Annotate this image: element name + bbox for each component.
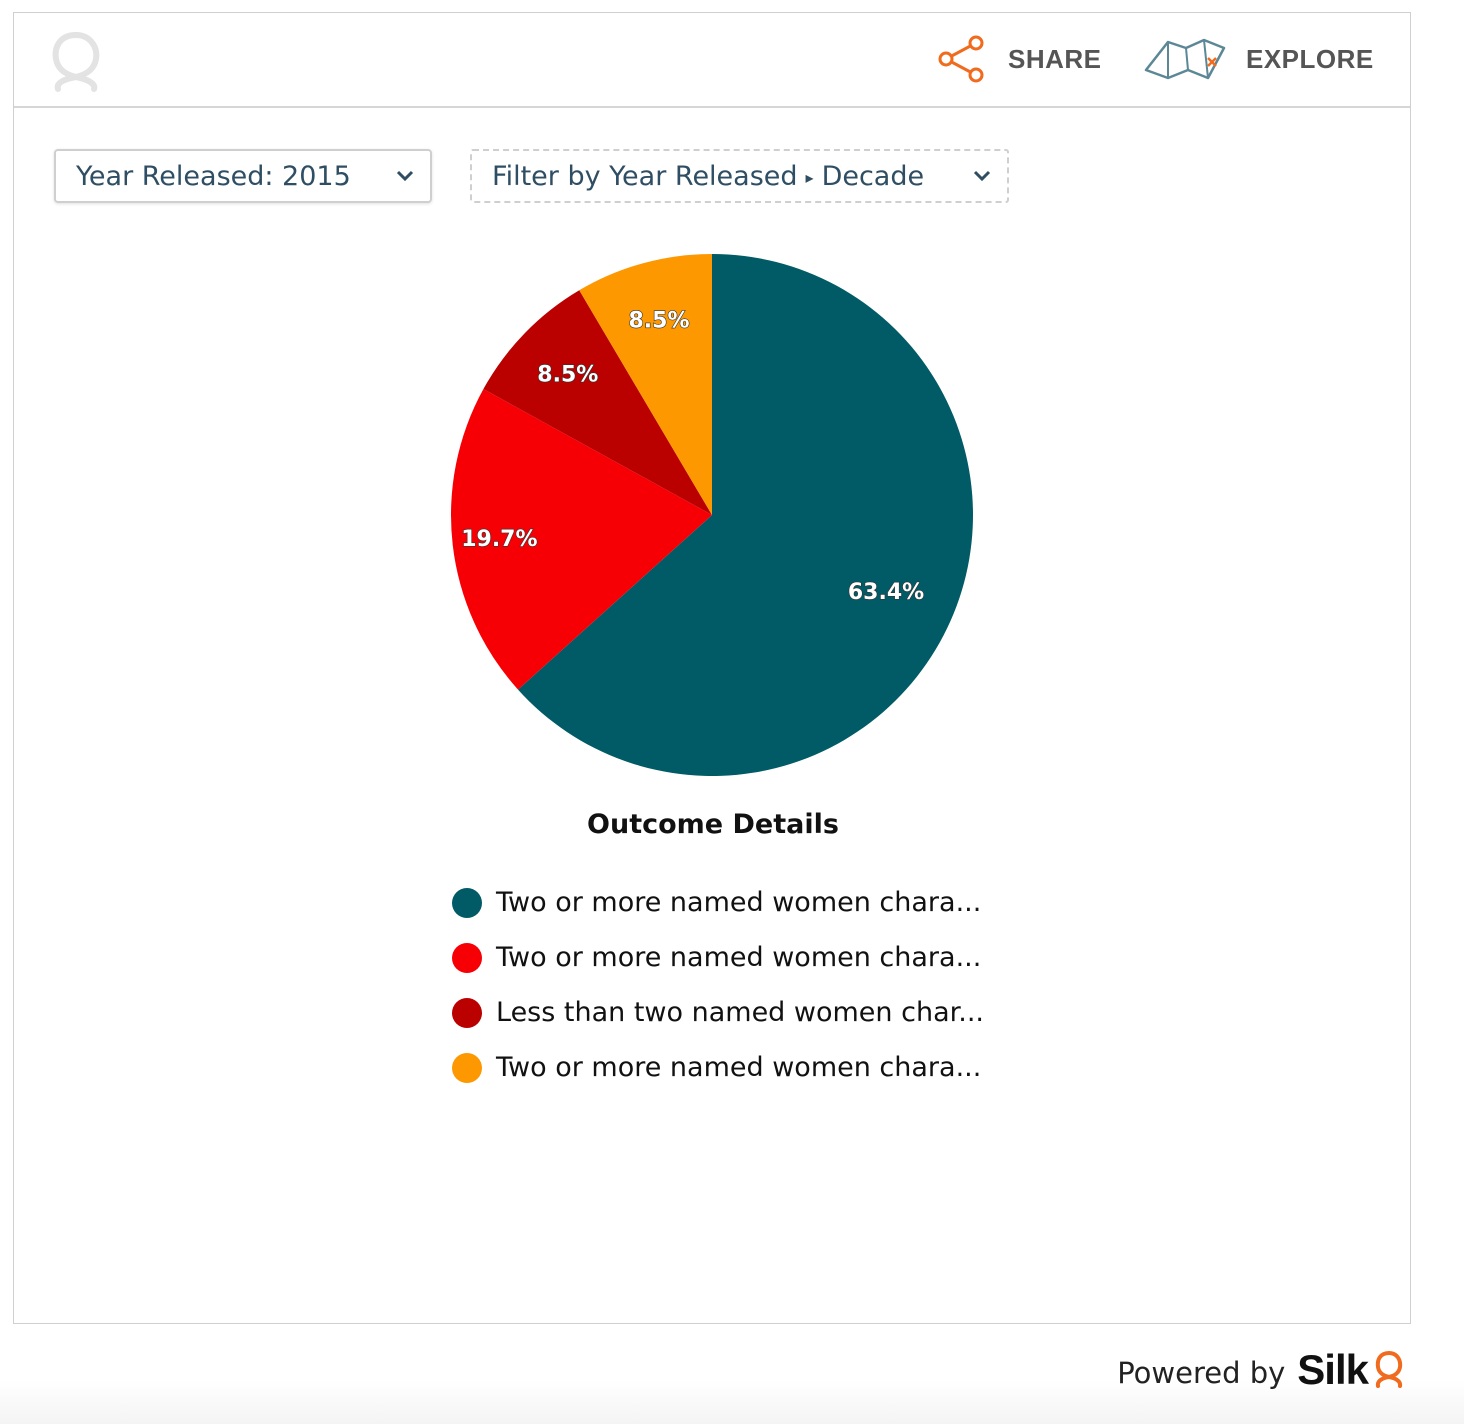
silk-logo-icon <box>52 32 100 92</box>
pie-slice[interactable] <box>451 389 712 690</box>
legend-swatch <box>452 1052 482 1083</box>
pie-slice[interactable] <box>483 290 712 515</box>
slice-value-label: 8.5% <box>629 309 690 334</box>
year-released-dropdown[interactable]: Year Released: 2015 <box>54 149 432 203</box>
filter-suffix: Decade <box>821 160 925 192</box>
filter-label: Filter by Year Released ▸ Decade <box>492 161 924 192</box>
pie-slice[interactable] <box>579 254 712 515</box>
legend-item[interactable]: Two or more named women chara... <box>452 875 984 930</box>
top-bar: SHARE EXPLORE <box>14 13 1410 108</box>
legend-label: Two or more named women chara... <box>496 1052 982 1083</box>
explore-button[interactable]: EXPLORE <box>1142 31 1374 87</box>
powered-by-silk-link[interactable]: Powered by Silk <box>1117 1346 1406 1394</box>
legend-swatch <box>452 997 482 1028</box>
slice-value-label: 19.7% <box>461 527 537 552</box>
slice-value-label: 8.5% <box>537 363 598 388</box>
map-icon <box>1144 38 1226 80</box>
filter-prefix: Filter by Year Released <box>492 160 798 192</box>
legend-swatch <box>452 887 482 918</box>
widget-frame: SHARE EXPLORE Year Released: 2015 Filter… <box>13 12 1411 1324</box>
chevron-down-icon <box>973 170 991 182</box>
legend-label: Two or more named women chara... <box>496 887 982 918</box>
legend-item[interactable]: Two or more named women chara... <box>452 930 984 985</box>
legend-item[interactable]: Less than two named women char... <box>452 985 984 1040</box>
slice-value-label: 63.4% <box>848 580 924 605</box>
share-button[interactable]: SHARE <box>936 31 1102 87</box>
pie-chart: 63.4% 19.7% 8.5% 8.5% <box>451 254 973 776</box>
powered-by-text: Powered by <box>1117 1356 1286 1390</box>
chart-title: Outcome Details <box>587 809 839 840</box>
filter-decade-dropdown[interactable]: Filter by Year Released ▸ Decade <box>470 149 1009 203</box>
silk-brand-icon <box>1375 1351 1403 1388</box>
legend-swatch <box>452 942 482 973</box>
caret-right-icon: ▸ <box>805 167 814 187</box>
explore-label: EXPLORE <box>1246 43 1374 74</box>
chevron-down-icon <box>396 170 414 182</box>
legend-label: Two or more named women chara... <box>496 942 982 973</box>
legend-label: Less than two named women char... <box>496 997 984 1028</box>
year-released-value: Year Released: 2015 <box>76 160 351 192</box>
pie-slice[interactable] <box>518 254 973 776</box>
chart-legend: Two or more named women chara... Two or m… <box>452 875 984 1095</box>
legend-item[interactable]: Two or more named women chara... <box>452 1040 984 1095</box>
silk-brand-text: Silk <box>1297 1346 1369 1393</box>
share-icon <box>938 35 984 83</box>
share-label: SHARE <box>1008 43 1102 74</box>
